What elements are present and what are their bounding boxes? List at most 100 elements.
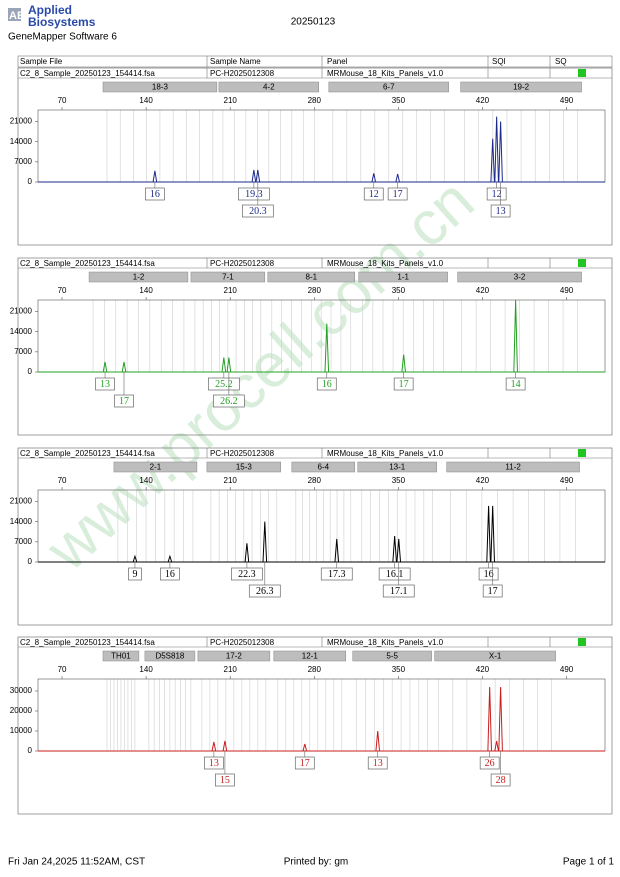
allele-box: [505, 377, 526, 391]
sample-file: C2_8_Sample_20250123_154414.fsa: [20, 638, 155, 647]
peak: [494, 116, 499, 183]
peak: [211, 741, 217, 752]
report-date: 20250123: [291, 17, 336, 28]
marker-name: 17-2: [226, 652, 243, 661]
allele-label: 17.3: [328, 569, 346, 580]
y-tick-label: 14000: [10, 327, 33, 336]
y-tick-label: 21000: [10, 117, 33, 126]
y-tick-label: 0: [28, 557, 33, 566]
y-tick-label: 7000: [14, 537, 32, 546]
column-header: [17, 55, 613, 68]
peak: [102, 361, 108, 373]
allele-box: [248, 584, 281, 598]
allele-label: 14: [511, 379, 521, 390]
allele-box: [241, 204, 274, 218]
allele-box: [95, 377, 115, 391]
marker-name: 4-2: [263, 83, 275, 92]
marker-name: 15-3: [236, 463, 253, 472]
marker-bar: [267, 271, 356, 283]
y-tick-label: 0: [28, 177, 33, 186]
allele-label: 16.1: [386, 569, 404, 580]
allele-box: [479, 756, 500, 770]
x-tick-label: 70: [58, 665, 67, 674]
peak: [262, 521, 268, 563]
allele-label: 12: [492, 189, 502, 200]
peak: [494, 740, 499, 752]
allele-label: 26: [485, 758, 495, 769]
allele-box: [238, 187, 270, 201]
sample-file: C2_8_Sample_20250123_154414.fsa: [20, 449, 155, 458]
marker-bar: [218, 81, 319, 93]
sample-file: C2_8_Sample_20250123_154414.fsa: [20, 69, 155, 78]
footer-printed-by: Printed by: gm: [284, 857, 348, 868]
x-tick-label: 490: [560, 96, 574, 105]
x-tick-label: 280: [308, 665, 322, 674]
x-tick-label: 280: [308, 476, 322, 485]
allele-label: 19.3: [245, 189, 263, 200]
allele-box: [387, 187, 408, 201]
allele-label: 9: [132, 569, 137, 580]
column-label: SQI: [492, 57, 506, 66]
x-tick-label: 420: [476, 96, 490, 105]
plot-frame: [37, 109, 606, 183]
allele-label: 17: [488, 586, 498, 597]
peak: [255, 169, 261, 183]
marker-bar: [206, 461, 282, 473]
y-tick-label: 10000: [10, 726, 33, 735]
plot-frame: [37, 678, 606, 752]
x-tick-label: 140: [139, 96, 153, 105]
allele-label: 17: [393, 189, 403, 200]
x-tick-label: 490: [560, 665, 574, 674]
marker-bar: [190, 271, 266, 283]
peak: [324, 323, 330, 373]
marker-bar: [113, 461, 198, 473]
sq-flag: [578, 449, 586, 457]
allele-label: 20.3: [249, 206, 267, 217]
allele-box: [363, 187, 384, 201]
marker-name: 1-2: [133, 273, 145, 282]
marker-bar: [434, 650, 556, 662]
sample-name: PC-H2025012308: [210, 69, 275, 78]
sample-name: PC-H2025012308: [210, 638, 275, 647]
allele-box: [382, 584, 415, 598]
y-tick-label: 20000: [10, 706, 33, 715]
allele-box: [367, 756, 388, 770]
marker-name: 7-1: [222, 273, 234, 282]
column-label: SQ: [555, 57, 567, 66]
marker-name: 6-4: [318, 463, 330, 472]
allele-box: [231, 567, 263, 581]
allele-box: [320, 567, 353, 581]
y-tick-label: 14000: [10, 137, 33, 146]
marker-name: D5S818: [155, 652, 184, 661]
allele-label: 16: [322, 379, 332, 390]
x-tick-label: 70: [58, 286, 67, 295]
x-tick-label: 280: [308, 286, 322, 295]
allele-label: 17: [300, 758, 310, 769]
peak: [221, 357, 227, 373]
peak: [334, 538, 340, 563]
peak: [487, 686, 492, 752]
allele-box: [393, 377, 414, 391]
marker-bar: [197, 650, 271, 662]
peak: [486, 505, 491, 563]
brand: Biosystems: [28, 15, 96, 29]
marker-bar: [102, 650, 140, 662]
marker-bar: [144, 650, 196, 662]
x-tick-label: 140: [139, 665, 153, 674]
panel-name: MRMouse_18_Kits_Panels_v1.0: [327, 69, 444, 78]
allele-box: [215, 773, 235, 787]
marker-name: 19-2: [513, 83, 530, 92]
allele-box: [490, 204, 511, 218]
allele-label: 17: [399, 379, 409, 390]
marker-bar: [457, 271, 582, 283]
peak: [222, 740, 228, 752]
marker-name: 6-7: [383, 83, 395, 92]
allele-label: 12: [369, 189, 379, 200]
marker-bar: [460, 81, 582, 93]
panel-frame: [17, 636, 613, 815]
marker-bar: [358, 271, 448, 283]
peak: [513, 299, 518, 373]
allele-label: 17.1: [390, 586, 408, 597]
marker-name: 1-1: [397, 273, 409, 282]
